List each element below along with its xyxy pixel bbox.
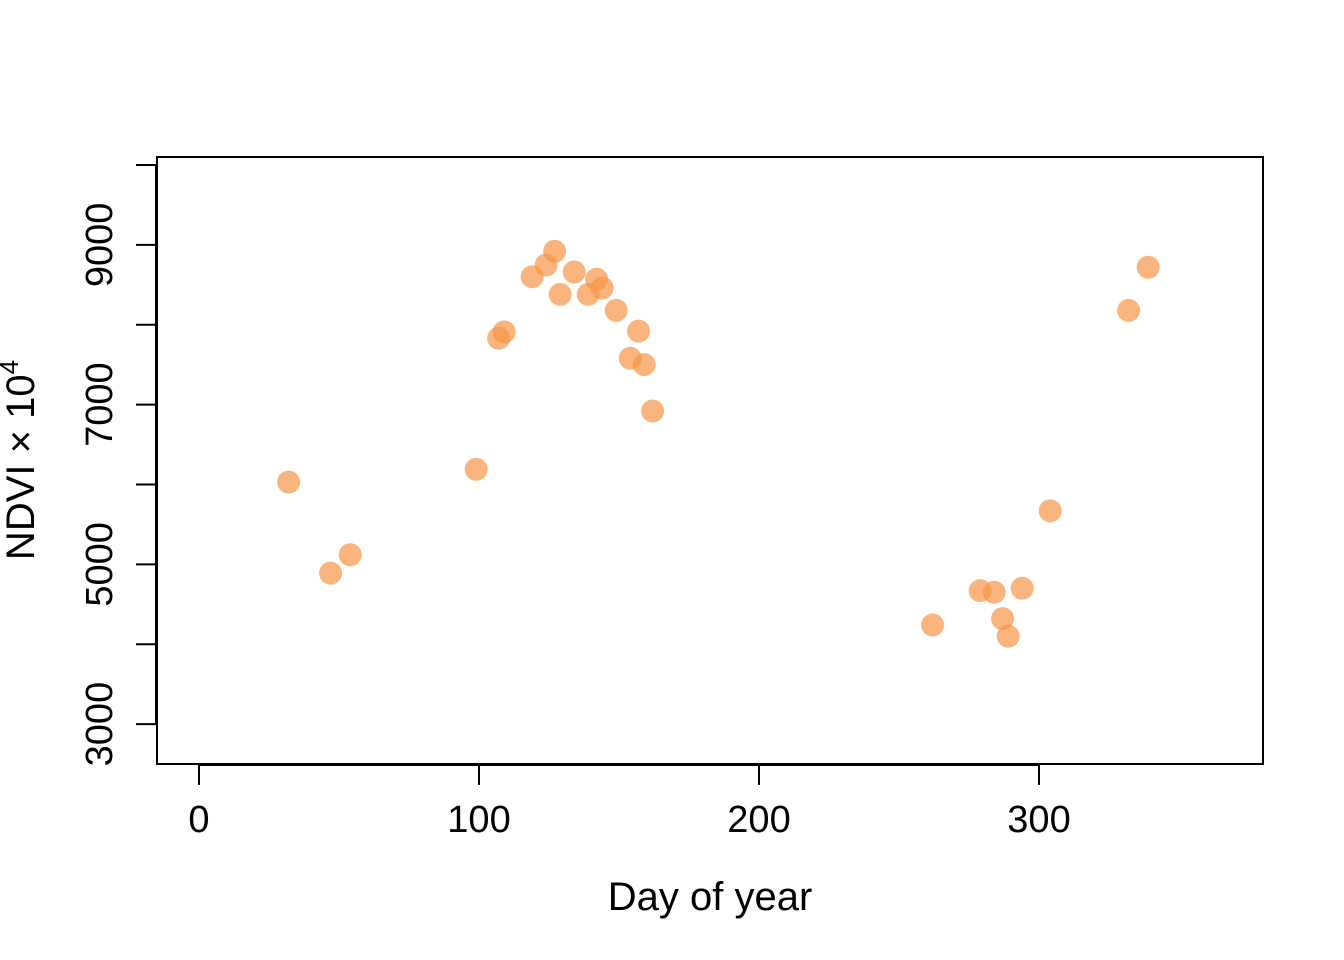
data-point <box>338 543 362 567</box>
y-axis-title-superscript: 4 <box>0 360 24 374</box>
data-point <box>627 319 651 343</box>
data-point <box>982 580 1006 604</box>
data-point <box>464 457 488 481</box>
data-point <box>991 607 1015 631</box>
data-point <box>1136 255 1160 279</box>
x-tick-label: 300 <box>1007 799 1070 841</box>
x-tick-label: 200 <box>727 799 790 841</box>
data-point <box>632 353 656 377</box>
data-point <box>590 276 614 300</box>
data-point <box>1117 298 1141 322</box>
data-point <box>543 239 567 263</box>
data-point <box>1038 499 1062 523</box>
plot-frame <box>156 156 1264 765</box>
data-point <box>548 282 572 306</box>
data-point <box>996 624 1020 648</box>
data-points <box>277 239 1160 648</box>
y-axis: 3000 5000 7000 9000 <box>79 163 157 767</box>
data-point <box>604 298 628 322</box>
data-point <box>921 613 945 637</box>
y-axis-title: NDVI × 104 <box>0 360 43 560</box>
y-tick-label: 3000 <box>79 682 121 767</box>
data-point <box>562 260 586 284</box>
y-axis-title-main: NDVI × 10 <box>0 374 43 560</box>
x-tick-label: 0 <box>188 799 209 841</box>
y-tick-label: 9000 <box>79 203 121 288</box>
data-point <box>492 320 516 344</box>
data-point <box>641 399 665 423</box>
x-tick-label: 100 <box>447 799 510 841</box>
y-tick-label: 5000 <box>79 522 121 607</box>
data-point <box>277 470 301 494</box>
x-axis: 0 100 200 300 <box>188 764 1071 841</box>
data-point <box>319 561 343 585</box>
x-axis-title: Day of year <box>608 875 813 919</box>
y-tick-label: 7000 <box>79 362 121 447</box>
data-point <box>1010 576 1034 600</box>
